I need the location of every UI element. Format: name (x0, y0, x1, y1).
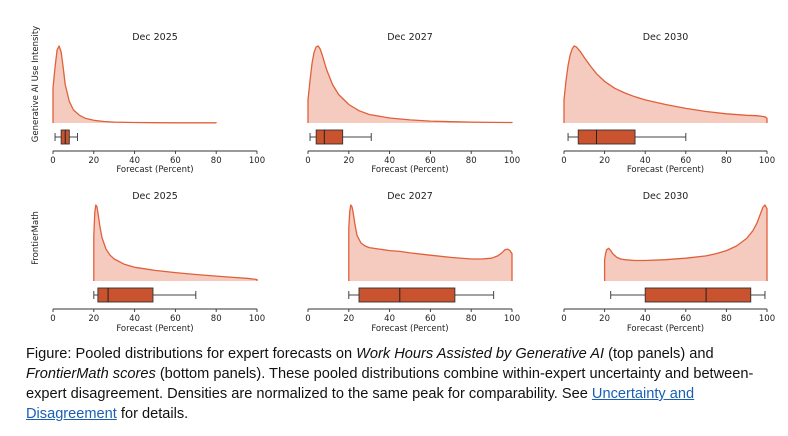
box-iqr (315, 129, 344, 145)
box-iqr (644, 287, 752, 303)
x-tick-label: 100 (759, 314, 775, 324)
density-area (604, 205, 767, 281)
x-tick-label: 100 (249, 156, 265, 166)
box-iqr (577, 129, 636, 145)
figure-caption: Figure: Pooled distributions for expert … (26, 344, 776, 424)
panel-title: Dec 2027 (387, 191, 433, 202)
density-area (308, 46, 512, 123)
density-area (93, 205, 257, 281)
x-tick-label: 0 (561, 156, 566, 166)
density-line (307, 45, 513, 124)
x-tick-label: 40 (640, 156, 651, 166)
x-tick-label: 80 (721, 314, 732, 324)
panel-title: Dec 2030 (643, 191, 689, 202)
x-axis-label: Forecast (Percent) (371, 324, 448, 334)
chart-panel: Dec 2030 0 20 40 60 80 100 Forecast (Percent) (561, 32, 775, 175)
x-tick-label: 20 (599, 314, 610, 324)
x-tick-label: 100 (249, 314, 265, 324)
density-line (603, 204, 768, 281)
x-axis-label: Forecast (Percent) (627, 165, 704, 175)
x-tick-label: 40 (129, 314, 140, 324)
caption-text-1: Pooled distributions for expert forecast… (71, 346, 357, 362)
density-line (348, 204, 513, 281)
x-tick-label: 0 (561, 314, 566, 324)
x-tick-label: 60 (425, 314, 436, 324)
x-tick-label: 0 (50, 156, 55, 166)
x-tick-label: 20 (343, 314, 354, 324)
chart-panel: Dec 2030 0 20 40 60 80 100 Forecast (Percent) (561, 191, 775, 334)
x-tick-label: 80 (466, 156, 477, 166)
forecast-distribution-charts: Dec 2025 Generative AI Use Intensity 0 20 40… (31, 26, 775, 334)
x-tick-label: 0 (305, 314, 310, 324)
x-tick-label: 20 (88, 314, 99, 324)
x-tick-label: 80 (466, 314, 477, 324)
x-tick-label: 20 (88, 156, 99, 166)
box-iqr (358, 287, 456, 303)
density-line (563, 45, 768, 123)
x-tick-label: 60 (680, 156, 691, 166)
x-tick-label: 60 (170, 156, 181, 166)
caption-emph-work-hours: Work Hours Assisted by Generative AI (356, 346, 605, 362)
x-axis-label: Forecast (Percent) (116, 324, 193, 334)
x-tick-label: 100 (504, 156, 520, 166)
y-axis-label: Generative AI Use Intensity (31, 26, 41, 142)
x-tick-label: 100 (504, 314, 520, 324)
caption-emph-frontiermath: FrontierMath scores (26, 366, 156, 382)
density-line (93, 204, 258, 281)
x-axis-label: Forecast (Percent) (627, 324, 704, 334)
x-tick-label: 60 (425, 156, 436, 166)
y-axis-label: FrontierMath (31, 211, 41, 265)
x-tick-label: 60 (170, 314, 181, 324)
chart-panel: Dec 2025 Generative AI Use Intensity 0 20 40… (31, 26, 265, 175)
caption-text-2: (top panels) and (604, 346, 714, 362)
box-iqr (97, 287, 154, 303)
x-tick-label: 40 (384, 314, 395, 324)
caption-text-4: for details. (116, 406, 189, 422)
chart-panel: Dec 2027 0 20 40 60 80 100 Forecast (Percent) (305, 191, 520, 334)
x-axis-label: Forecast (Percent) (116, 165, 193, 175)
x-tick-label: 100 (759, 156, 775, 166)
x-tick-label: 80 (211, 156, 222, 166)
density-line (52, 45, 217, 124)
x-tick-label: 40 (640, 314, 651, 324)
x-tick-label: 20 (599, 156, 610, 166)
panel-title: Dec 2025 (132, 32, 178, 43)
x-tick-label: 40 (384, 156, 395, 166)
x-tick-label: 0 (50, 314, 55, 324)
x-tick-label: 40 (129, 156, 140, 166)
x-tick-label: 0 (305, 156, 310, 166)
x-tick-label: 80 (211, 314, 222, 324)
x-tick-label: 20 (343, 156, 354, 166)
panel-title: Dec 2025 (132, 191, 178, 202)
panel-title: Dec 2027 (387, 32, 433, 43)
x-axis-label: Forecast (Percent) (371, 165, 448, 175)
density-area (564, 46, 767, 123)
chart-panel: Dec 2025 FrontierMath 0 20 40 60 80 100 Forecast… (31, 191, 265, 334)
caption-text-3: (bottom panels). These pooled distributi… (26, 366, 754, 402)
x-tick-label: 80 (721, 156, 732, 166)
x-tick-label: 60 (680, 314, 691, 324)
density-area (348, 205, 512, 281)
panel-title: Dec 2030 (643, 32, 689, 43)
density-area (53, 46, 217, 123)
uncertainty-disagreement-link[interactable]: Uncertainty and Disagreement (26, 386, 695, 422)
chart-panel: Dec 2027 0 20 40 60 80 100 Forecast (Percent) (305, 32, 520, 175)
caption-figure-label: Figure: (26, 346, 72, 362)
